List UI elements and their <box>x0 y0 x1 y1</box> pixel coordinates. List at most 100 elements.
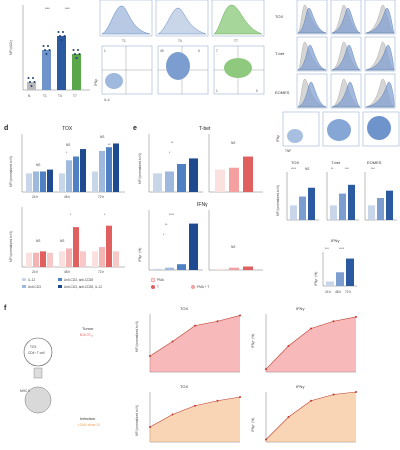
grouped-bar <box>99 247 105 267</box>
grouped-bar <box>59 251 65 267</box>
f-chart-1-title: TOX <box>180 306 188 311</box>
f-chart-4-title: IFNγ <box>296 384 304 389</box>
e-top-bar-red <box>215 169 225 192</box>
panel-e-title-top: T-bet <box>199 126 211 132</box>
panel-d-sig-6: NS <box>36 239 40 243</box>
topleft-sig-2: *** <box>65 6 70 11</box>
panel-d-ylabel-bottom: MFI (normalized to N) <box>9 231 13 262</box>
topleft-dot <box>42 45 45 47</box>
grouped-bar <box>73 156 79 192</box>
topleft-group-t1: T1 <box>43 94 47 98</box>
right-bar <box>368 205 375 220</box>
legend-dot-pma <box>150 277 156 283</box>
legend-swatch-3 <box>58 278 62 281</box>
panel-letter-f: f <box>4 305 7 312</box>
hist-sample <box>365 7 395 34</box>
flow-axis-x: IL-4 <box>104 98 110 102</box>
panel-e-ylabel-bottom: IFNγ⁺ (%) <box>138 248 142 262</box>
f-point <box>355 391 357 393</box>
f-area <box>150 397 240 442</box>
panel-e-legend-2: T <box>157 285 159 289</box>
grouped-bar <box>26 252 32 267</box>
histogram-cells <box>296 0 396 109</box>
panel-e-legend-3: PMA + T <box>197 285 209 289</box>
topleft-bar <box>72 54 81 90</box>
flow-q2: 49 <box>160 49 164 53</box>
f-point <box>287 344 290 347</box>
right-bars-sig-5: *** <box>371 167 375 171</box>
flow-axis-y: IFNγ <box>94 79 98 86</box>
panel-d-sig-8: * <box>70 213 72 217</box>
topleft-group-t4: T4 <box>58 94 62 98</box>
panel-d-time-b1: 24 h <box>32 270 38 274</box>
grouped-bar <box>33 171 39 192</box>
f-chart-3-title: TOX <box>180 384 188 389</box>
right-ifng-bar <box>346 258 354 286</box>
schematic-infection-sub: LCMV clone 13 <box>78 423 100 427</box>
legend-dot-pmat <box>191 285 195 289</box>
density-axis-y: IFNγ <box>276 135 280 142</box>
e-bot-bar-blue <box>165 267 174 270</box>
right-bars-sig-3: ** <box>331 167 334 171</box>
f-point <box>149 426 151 428</box>
right-bars-bars <box>290 184 393 220</box>
schematic-mhc: MHC II <box>20 389 30 393</box>
topleft-ylabel: MFI (x10³) <box>9 40 13 55</box>
panel-d-legend-1: IL-12 <box>28 278 35 282</box>
right-bars-title-eomes: EOMES <box>367 160 382 165</box>
panel-d-legend-3: Anti-CD3, anti-CD28 <box>64 278 93 282</box>
flow-dotplots: IFNγ 1 49 0 7 1 0 IL-4 <box>94 45 265 102</box>
topleft-group-n: N <box>28 94 31 98</box>
flow-q3: 0 <box>198 49 200 53</box>
schematic-infection-title: Infection <box>80 416 95 421</box>
tcr-receptor <box>33 367 43 379</box>
flow-col-label-3: T7 <box>234 39 238 43</box>
topleft-dot <box>30 85 33 87</box>
panel-e-sig-1: ** <box>171 141 174 145</box>
topleft-bars <box>27 31 81 90</box>
f-point <box>332 320 335 323</box>
apc-circle <box>24 386 52 414</box>
topleft-sig-1: *** <box>45 6 50 11</box>
right-ifng-time-2: 48 h <box>335 290 341 294</box>
grouped-bar <box>47 169 53 192</box>
legend-swatch-2 <box>22 285 26 288</box>
f-chart-2-ylabel: IFNγ⁺ (%) <box>251 334 255 348</box>
right-ifng-title: IFNγ <box>331 238 339 243</box>
topleft-dot <box>29 81 31 83</box>
topleft-dot <box>72 49 75 51</box>
legend-dot-t <box>151 285 155 289</box>
f-point <box>332 393 335 396</box>
topleft-dot <box>62 31 64 33</box>
grouped-bar <box>66 248 72 267</box>
topleft-dot <box>27 77 30 79</box>
grouped-bar <box>106 225 112 267</box>
right-bar-charts: MFI (normalized to N) TOX T-bet EOMES **… <box>276 160 397 294</box>
right-bar <box>348 184 355 220</box>
flow-col-label-1: T1 <box>122 39 126 43</box>
right-ifng-sig-2: **** <box>339 247 345 251</box>
topleft-dot <box>78 53 81 55</box>
e-bot-bar-blue <box>189 223 198 270</box>
f-point <box>310 327 312 330</box>
topleft-dot <box>45 53 48 55</box>
f-area <box>266 392 356 442</box>
f-point <box>216 399 219 402</box>
panel-e-sig-5: ** <box>165 223 168 227</box>
flow-q1: 1 <box>104 49 106 53</box>
grouped-bar <box>113 143 119 192</box>
panel-f: f TOX CD4⁺ T cell MHC II Tumor B16 OT₁₄ … <box>4 305 357 443</box>
schematic-cell-label: TOX <box>30 345 37 349</box>
panel-e: e T-bet MFI (normalized to N) ** * NS IF… <box>133 125 263 289</box>
topleft-dot <box>33 81 36 83</box>
panel-e-sig-3: NS <box>231 141 235 145</box>
panel-d-sig-7: NS <box>60 239 64 243</box>
panel-e-legend-1: PMA <box>157 278 165 282</box>
f-point <box>194 324 196 327</box>
legend-swatch-1 <box>22 278 26 281</box>
f-area <box>150 315 240 372</box>
f-point <box>171 413 174 416</box>
panel-e-sig-6: * <box>163 233 165 237</box>
f-chart-4-ylabel: IFNγ⁺ (%) <box>251 418 255 432</box>
